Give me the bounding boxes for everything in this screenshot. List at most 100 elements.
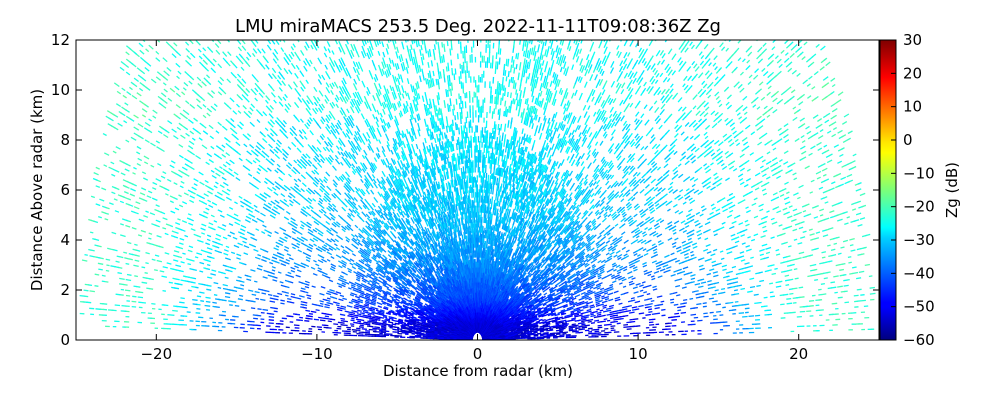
reflectivity-gate [716, 228, 721, 232]
reflectivity-gate [604, 295, 609, 299]
reflectivity-gate [855, 277, 862, 280]
reflectivity-gate [790, 263, 795, 267]
reflectivity-gate [578, 282, 584, 286]
reflectivity-gate [571, 323, 576, 326]
reflectivity-gate [560, 309, 566, 312]
reflectivity-gate [812, 34, 815, 37]
reflectivity-gate [681, 286, 687, 289]
reflectivity-gate [704, 221, 711, 226]
reflectivity-gate [674, 259, 680, 263]
reflectivity-gate [804, 165, 810, 170]
reflectivity-gate [844, 301, 850, 304]
reflectivity-gate [608, 298, 614, 302]
reflectivity-gate [775, 206, 780, 209]
reflectivity-gate [797, 242, 803, 245]
reflectivity-gate [771, 34, 775, 38]
reflectivity-gate [847, 130, 853, 135]
reflectivity-gate [602, 304, 608, 308]
reflectivity-gate [833, 144, 840, 148]
reflectivity-gate [609, 317, 614, 320]
reflectivity-gate [721, 221, 726, 225]
reflectivity-gate [529, 325, 534, 329]
reflectivity-gate [532, 324, 539, 328]
reflectivity-gate [647, 297, 653, 301]
reflectivity-gate [607, 323, 612, 326]
reflectivity-gate [546, 307, 553, 311]
reflectivity-gate [715, 208, 721, 212]
reflectivity-gate [617, 275, 622, 279]
reflectivity-gate [571, 317, 577, 320]
reflectivity-gate [568, 300, 574, 304]
reflectivity-gate [619, 268, 624, 271]
reflectivity-gate [632, 286, 638, 290]
reflectivity-gate [846, 216, 851, 219]
reflectivity-gate [568, 328, 574, 330]
reflectivity-gate [672, 228, 677, 232]
reflectivity-gate [861, 204, 867, 208]
reflectivity-gate [795, 257, 802, 260]
reflectivity-gate [581, 326, 588, 329]
reflectivity-gate [633, 291, 639, 294]
reflectivity-gate [581, 320, 585, 323]
reflectivity-gate [714, 289, 719, 292]
reflectivity-gate [819, 208, 825, 212]
reflectivity-gate [571, 326, 578, 329]
reflectivity-gate [711, 293, 717, 296]
reflectivity-gate [790, 218, 797, 223]
reflectivity-gate [740, 234, 746, 238]
reflectivity-gate [542, 328, 549, 332]
reflectivity-gate [593, 269, 599, 274]
reflectivity-gate [709, 211, 714, 216]
reflectivity-gate [596, 284, 602, 288]
reflectivity-gate [681, 240, 686, 244]
reflectivity-gate [622, 285, 627, 288]
reflectivity-gate [632, 318, 639, 321]
reflectivity-gate [789, 259, 794, 262]
reflectivity-gate [741, 242, 746, 245]
reflectivity-gate [761, 220, 768, 225]
reflectivity-gate [707, 279, 712, 283]
reflectivity-gate [649, 323, 655, 326]
reflectivity-gate [574, 315, 579, 318]
reflectivity-gate [808, 152, 813, 156]
reflectivity-gate [633, 253, 638, 257]
reflectivity-gate [562, 324, 568, 327]
reflectivity-gate [829, 210, 835, 214]
reflectivity-gate [711, 286, 716, 289]
reflectivity-gate [697, 237, 702, 240]
reflectivity-gate [651, 260, 657, 264]
reflectivity-gate [857, 200, 862, 203]
reflectivity-gate [540, 310, 545, 313]
reflectivity-gate [548, 297, 554, 301]
reflectivity-gate [609, 268, 614, 272]
reflectivity-gate [656, 233, 663, 238]
reflectivity-gate [739, 251, 745, 254]
reflectivity-gate [587, 290, 593, 294]
reflectivity-gate [554, 316, 559, 319]
reflectivity-gate [539, 330, 544, 333]
reflectivity-gate [573, 309, 578, 312]
reflectivity-gate [691, 290, 696, 293]
reflectivity-gate [671, 319, 677, 321]
reflectivity-gate [595, 298, 600, 302]
reflectivity-gate [817, 147, 823, 151]
reflectivity-gate [856, 288, 862, 291]
reflectivity-gate [712, 248, 718, 252]
reflectivity-gate [587, 320, 592, 323]
reflectivity-gate [831, 253, 837, 257]
reflectivity-gate [536, 332, 542, 335]
reflectivity-gate [652, 285, 657, 289]
reflectivity-gate [630, 297, 635, 300]
reflectivity-gate [747, 236, 751, 239]
reflectivity-gate [574, 324, 579, 327]
reflectivity-gate [808, 299, 815, 302]
reflectivity-gate [769, 291, 774, 294]
reflectivity-gate [718, 262, 722, 265]
reflectivity-gate [569, 301, 575, 305]
reflectivity-gate [799, 236, 806, 239]
reflectivity-gate [690, 280, 695, 284]
reflectivity-gate [546, 327, 552, 330]
reflectivity-gate [556, 302, 561, 306]
reflectivity-gate [719, 226, 725, 230]
reflectivity-gate [698, 285, 704, 289]
